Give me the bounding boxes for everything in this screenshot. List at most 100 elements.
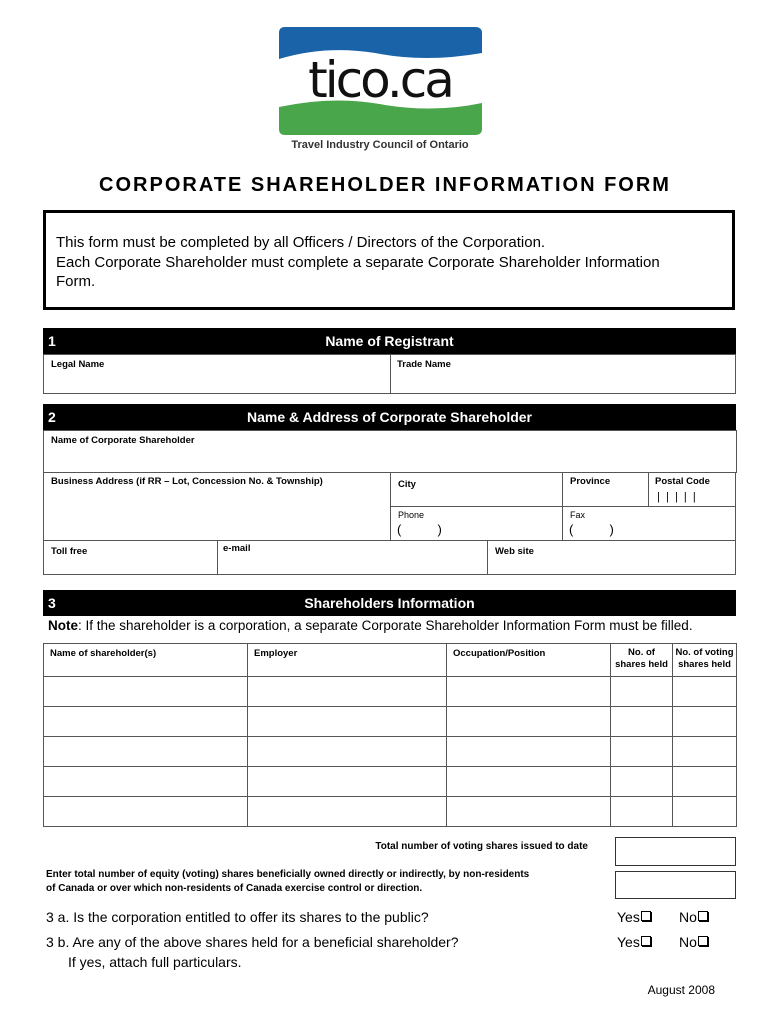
- city-field[interactable]: City: [390, 472, 563, 507]
- label: Postal Code: [655, 476, 710, 487]
- label: Toll free: [51, 546, 88, 557]
- website-field[interactable]: Web site: [487, 540, 736, 575]
- table-cell[interactable]: [247, 706, 447, 737]
- intro-line-1: This form must be completed by all Offic…: [56, 234, 546, 251]
- question-3a: 3 a. Is the corporation entitled to offe…: [46, 909, 429, 925]
- table-cell[interactable]: [43, 796, 248, 827]
- table-cell[interactable]: [43, 766, 248, 797]
- note-label: Note: [48, 618, 78, 633]
- note: Note: If the shareholder is a corporatio…: [48, 618, 693, 633]
- table-cell[interactable]: [610, 676, 673, 707]
- section-number: 3: [48, 595, 56, 611]
- non-residents-input[interactable]: [615, 871, 736, 899]
- q3a-yes-checkbox[interactable]: Yes: [617, 909, 651, 925]
- column-header-label: Employer: [254, 648, 298, 659]
- table-cell[interactable]: [672, 676, 737, 707]
- table-cell[interactable]: [610, 766, 673, 797]
- table-cell[interactable]: [446, 676, 611, 707]
- section-title: Name of Registrant: [325, 333, 454, 349]
- checkbox-icon: [697, 936, 708, 946]
- table-cell[interactable]: [672, 766, 737, 797]
- table-cell[interactable]: [247, 766, 447, 797]
- phone-field[interactable]: Phone ( ): [390, 506, 563, 541]
- label: e-mail: [223, 543, 251, 554]
- column-header: Occupation/Position: [446, 643, 611, 677]
- column-header-label: Occupation/Position: [453, 648, 546, 659]
- q3b-yes-checkbox[interactable]: Yes: [617, 934, 651, 950]
- intro-box: [43, 210, 735, 310]
- area-code: ( ): [569, 522, 614, 537]
- corporate-shareholder-name-field[interactable]: Name of Corporate Shareholder: [43, 430, 737, 473]
- postal-ticks: | | | | |: [657, 491, 696, 503]
- table-cell[interactable]: [247, 676, 447, 707]
- no-label: No: [679, 934, 697, 950]
- section-title: Shareholders Information: [304, 595, 475, 611]
- intro-line-3: Form.: [56, 273, 96, 290]
- table-cell[interactable]: [43, 706, 248, 737]
- tico-logo: tico.ca: [275, 25, 485, 137]
- trade-name-label: Trade Name: [397, 359, 451, 370]
- checkbox-icon: [640, 936, 651, 946]
- table-cell[interactable]: [247, 736, 447, 767]
- legal-name-label: Legal Name: [51, 359, 105, 370]
- label: Fax: [570, 510, 586, 520]
- checkbox-icon: [697, 911, 708, 921]
- table-cell[interactable]: [446, 766, 611, 797]
- fax-field[interactable]: Fax ( ): [562, 506, 736, 541]
- legal-name-field[interactable]: Legal Name: [43, 354, 391, 394]
- section-1-header: 1 Name of Registrant: [43, 328, 736, 354]
- section-2-header: 2 Name & Address of Corporate Shareholde…: [43, 404, 736, 430]
- section-number: 1: [48, 333, 56, 349]
- area-code: ( ): [397, 522, 442, 537]
- page-title: CORPORATE SHAREHOLDER INFORMATION FORM: [99, 174, 671, 196]
- section-title: Name & Address of Corporate Shareholder: [247, 409, 532, 425]
- trade-name-field[interactable]: Trade Name: [390, 354, 736, 394]
- table-cell[interactable]: [247, 796, 447, 827]
- table-cell[interactable]: [43, 736, 248, 767]
- q3b-no-checkbox[interactable]: No: [679, 934, 708, 950]
- label: Web site: [495, 546, 534, 557]
- label: Phone: [398, 510, 425, 520]
- column-header-label: No. of shares held: [615, 647, 668, 670]
- no-label: No: [679, 909, 697, 925]
- footer-date: August 2008: [647, 983, 715, 997]
- column-header: Name of shareholder(s): [43, 643, 248, 677]
- column-header-label: No. of voting shares held: [675, 647, 734, 670]
- yes-label: Yes: [617, 909, 640, 925]
- label: Name of Corporate Shareholder: [51, 435, 195, 446]
- table-cell[interactable]: [446, 736, 611, 767]
- checkbox-icon: [640, 911, 651, 921]
- column-header-label: Name of shareholder(s): [50, 648, 157, 659]
- label: Business Address (if RR – Lot, Concessio…: [51, 476, 323, 487]
- email-field[interactable]: e-mail: [217, 540, 488, 575]
- table-cell[interactable]: [43, 676, 248, 707]
- column-header: No. of voting shares held: [672, 643, 737, 677]
- postal-code-field[interactable]: Postal Code | | | | |: [648, 472, 736, 507]
- table-cell[interactable]: [446, 706, 611, 737]
- toll-free-field[interactable]: Toll free: [43, 540, 218, 575]
- svg-text:tico.ca: tico.ca: [308, 51, 452, 109]
- table-cell[interactable]: [610, 736, 673, 767]
- province-field[interactable]: Province: [562, 472, 649, 507]
- table-cell[interactable]: [672, 706, 737, 737]
- total-voting-label: Total number of voting shares issued to …: [375, 841, 588, 852]
- non-residents-line-2: of Canada or over which non-residents of…: [46, 883, 423, 894]
- total-voting-input[interactable]: [615, 837, 736, 866]
- table-cell[interactable]: [610, 796, 673, 827]
- column-header: No. of shares held: [610, 643, 673, 677]
- label: Province: [570, 476, 611, 487]
- table-cell[interactable]: [672, 736, 737, 767]
- non-residents-line-1: Enter total number of equity (voting) sh…: [46, 869, 530, 880]
- logo-tagline: Travel Industry Council of Ontario: [291, 139, 469, 151]
- q3a-no-checkbox[interactable]: No: [679, 909, 708, 925]
- intro-line-2: Each Corporate Shareholder must complete…: [56, 254, 660, 271]
- table-cell[interactable]: [610, 706, 673, 737]
- table-cell[interactable]: [446, 796, 611, 827]
- column-header: Employer: [247, 643, 447, 677]
- table-cell[interactable]: [672, 796, 737, 827]
- label: City: [398, 479, 416, 490]
- note-text: : If the shareholder is a corporation, a…: [78, 618, 693, 633]
- section-number: 2: [48, 409, 56, 425]
- business-address-field[interactable]: Business Address (if RR – Lot, Concessio…: [43, 472, 391, 541]
